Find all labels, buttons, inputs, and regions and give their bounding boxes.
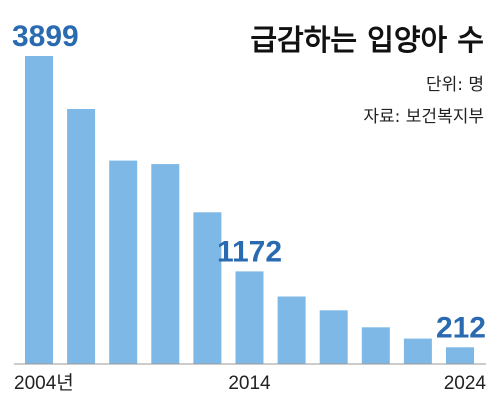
x-tick-labels: 2004년 2014 2024	[14, 372, 486, 394]
bar-2009	[235, 271, 264, 364]
source-label: 자료: 보건복지부	[363, 107, 484, 127]
x-tick-label: 2004년	[14, 372, 74, 394]
bar-2012	[361, 327, 390, 364]
data-label: 212	[436, 311, 486, 344]
x-tick-label: 2024	[444, 373, 487, 394]
bar-2007	[151, 164, 180, 364]
bar-2011	[319, 310, 348, 364]
bars	[25, 56, 474, 364]
data-labels: 3899 1172 212	[12, 20, 486, 344]
unit-label: 단위: 명	[426, 75, 484, 95]
bar-2006	[109, 160, 138, 364]
bar-2005	[67, 109, 96, 364]
chart-title: 급감하는 입양아 수	[250, 23, 484, 57]
bar-2004	[25, 56, 53, 364]
data-label: 3899	[12, 20, 79, 53]
x-tick-label: 2014	[228, 373, 271, 394]
data-label: 1172	[217, 235, 282, 268]
bar-2010	[277, 296, 306, 364]
bar-2014	[446, 347, 474, 364]
bar-2008	[193, 212, 222, 364]
bar-2013	[403, 338, 432, 364]
